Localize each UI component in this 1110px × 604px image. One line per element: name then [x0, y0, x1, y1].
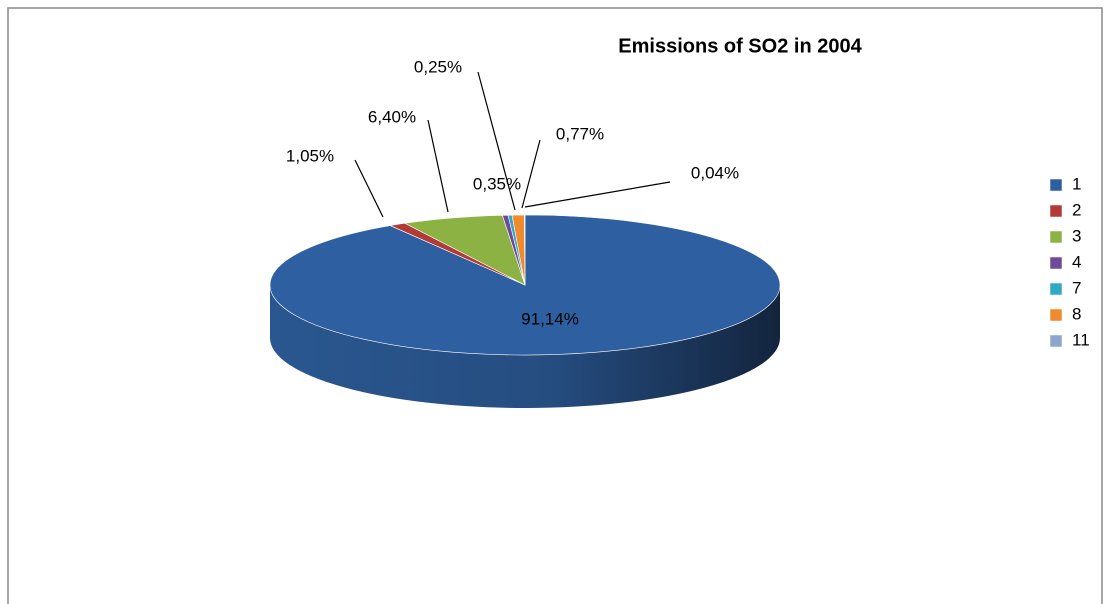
legend: 1 2 3 4 7 8 11: [1049, 174, 1090, 349]
data-label: 0,35%: [473, 174, 521, 193]
legend-label: 8: [1072, 304, 1081, 323]
legend-label: 7: [1072, 278, 1081, 297]
legend-swatch: [1049, 282, 1063, 296]
legend-swatch: [1049, 230, 1063, 244]
legend-label: 1: [1072, 174, 1081, 193]
data-label: 0,25%: [414, 57, 462, 76]
legend-label: 2: [1072, 200, 1081, 219]
legend-swatch: [1049, 334, 1063, 348]
data-label: 0,77%: [556, 124, 604, 143]
data-label: 1,05%: [286, 146, 334, 165]
legend-label: 11: [1072, 330, 1090, 349]
pie: [269, 214, 781, 408]
data-label: 91,14%: [521, 309, 579, 328]
leader-line: [427, 119, 449, 213]
labels: 91,14% 1,05% 6,40% 0,35% 0,25% 0,77% 0,04%: [286, 57, 739, 328]
legend-swatch: [1049, 204, 1063, 218]
legend-label: 4: [1072, 252, 1081, 271]
leader-line: [521, 139, 541, 209]
data-label: 6,40%: [368, 107, 416, 126]
chart-title: Emissions of SO2 in 2004: [618, 35, 862, 57]
data-label: 0,04%: [691, 163, 739, 182]
pie-slice: [524, 214, 526, 286]
legend-swatch: [1049, 308, 1063, 322]
leader-line: [524, 181, 671, 208]
leader-line: [354, 159, 384, 218]
leader-line: [477, 71, 516, 211]
legend-label: 3: [1072, 226, 1081, 245]
legend-swatch: [1049, 256, 1063, 270]
pie-side: [270, 285, 780, 408]
legend-swatch: [1049, 178, 1063, 192]
